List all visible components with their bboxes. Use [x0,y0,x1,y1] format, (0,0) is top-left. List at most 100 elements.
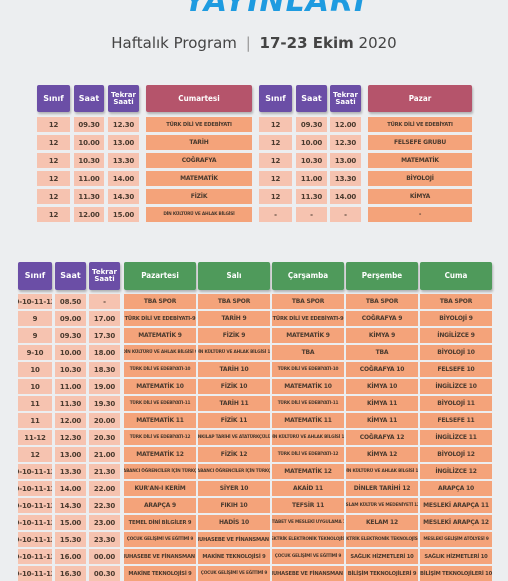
column-header: Sınıf [18,262,52,290]
subject-cell: COĞRAFYA 12 [346,430,418,445]
time-cell: 16.00 [55,549,86,564]
subject-cell: TARİH 11 [198,396,270,411]
time-cell: 12.00 [74,207,104,222]
subject-cell: TBA [346,345,418,360]
subject-cell: ELEKTRİK ELEKTRONİK TEKNOLOJİSİ 10 [346,532,418,547]
time-cell: 13.00 [55,447,86,462]
time-cell: 23.30 [89,532,120,547]
time-cell: - [296,207,327,222]
subject-cell: DİN KÜLTÜRÜ VE AHLAK BİLGİSİ 12 [346,464,418,479]
time-cell: 12 [37,153,70,168]
subject-cell: TBA SPOR [198,294,270,309]
subject-cell: TÜRK DİLİ VE EDEBİYATI-11 [272,396,344,411]
time-cell: 14.30 [108,189,139,204]
subject-cell: DİN KÜLTÜRÜ VE AHLAK BİLGİSİ 11 [272,430,344,445]
subject-cell: SAĞLIK HİZMETLERİ 10 [420,549,492,564]
time-cell: 21.30 [89,464,120,479]
time-cell: 09.30 [296,117,327,132]
subject-cell: FİZİK [146,189,252,204]
subject-cell: TBA SPOR [420,294,492,309]
time-cell: 16.30 [55,566,86,581]
time-cell: 13.00 [330,153,361,168]
subject-cell: TÜRK DİLİ VE EDEBİYATI-11 [124,396,196,411]
subject-cell: KİMYA 11 [346,396,418,411]
column-header: Saat [74,85,104,112]
time-cell: 11.30 [55,396,86,411]
time-cell: 11.00 [55,379,86,394]
time-cell: 08.50 [55,294,86,309]
time-cell: 11.30 [74,189,104,204]
time-cell: 12 [259,171,292,186]
time-cell: 12.30 [55,430,86,445]
time-cell: 10.30 [296,153,327,168]
subject-cell: TBA SPOR [124,294,196,309]
subject-cell: ÇOCUK GELİŞİMİ VE EĞİTİMİ 9 [198,566,270,581]
year: 2020 [358,34,397,52]
time-cell: 12 [37,135,70,150]
time-cell: 12 [37,117,70,132]
subject-cell: MATEMATİK 11 [124,413,196,428]
time-cell: 10.00 [296,135,327,150]
time-cell: 9 [18,311,52,326]
time-cell: 12 [259,189,292,204]
subject-cell: KİMYA [368,189,472,204]
time-cell: 11.00 [74,171,104,186]
column-header: Tekrar Saati [330,85,361,112]
time-cell: 11 [18,396,52,411]
subject-cell: T.C. İNKILAP TARİHİ VE ATATÜRKÇÜLÜK 12 [198,430,270,445]
time-cell: 09.30 [55,328,86,343]
subject-cell: HİTABET VE MESLEKİ UYGULAMA 11 [272,515,344,530]
time-cell: 12 [259,153,292,168]
subject-cell: TÜRK DİLİ VE EDEBİYATI-9 [124,311,196,326]
subject-cell: MATEMATİK [368,153,472,168]
subject-cell: KİMYA 11 [346,413,418,428]
subject-cell: MATEMATİK 10 [272,379,344,394]
time-cell: - [259,207,292,222]
program-label: Haftalık Program [111,34,237,52]
time-cell: 15.30 [55,532,86,547]
subject-cell: DİN KÜLTÜRÜ VE AHLAK BİLGİSİ [146,207,252,222]
subject-cell: YABANCI ÖĞRENCİLER İÇİN TÜRKÇE [124,464,196,479]
subject-cell: MATEMATİK 10 [124,379,196,394]
subject-cell: ARAPÇA 10 [420,481,492,496]
time-cell: 9-10-11-12 [18,566,52,581]
subject-cell: TBA SPOR [272,294,344,309]
time-cell: 11 [18,413,52,428]
column-header: Perşembe [346,262,418,290]
subject-cell: MESLEKİ GELİŞİM ATÖLYESİ 9 [420,532,492,547]
subject-cell: AKAİD 11 [272,481,344,496]
time-cell: 15.00 [55,515,86,530]
subject-cell: FIKIH 10 [198,498,270,513]
subject-cell: DİNLER TARİHİ 12 [346,481,418,496]
time-cell: 10 [18,379,52,394]
time-cell: 12 [37,207,70,222]
subject-cell: KUR'AN-I KERİM [124,481,196,496]
time-cell: 19.00 [89,379,120,394]
subject-cell: MATEMATİK 12 [272,464,344,479]
time-cell: 20.30 [89,430,120,445]
subject-cell: TEFSİR 11 [272,498,344,513]
subject-cell: İSLAM KÜLTÜR VE MEDENİYETİ 12 [346,498,418,513]
column-header: Pazartesi [124,262,196,290]
time-cell: 09.00 [55,311,86,326]
time-cell: 12.00 [330,117,361,132]
time-cell: 9-10 [18,345,52,360]
subject-cell: TARİH [146,135,252,150]
subject-cell: MESLEKİ ARAPÇA 12 [420,515,492,530]
subject-cell: KİMYA 10 [346,379,418,394]
time-cell: 20.00 [89,413,120,428]
subject-cell: İNGİLİZCE 9 [420,328,492,343]
subject-cell: KİMYA 12 [346,447,418,462]
column-header: Salı [198,262,270,290]
subject-cell: KİMYA 9 [346,328,418,343]
subject-cell: ELEKTRİK ELEKTRONİK TEKNOLOJİSİ 9 [272,532,344,547]
subject-cell: TARİH 9 [198,311,270,326]
column-header: Pazar [368,85,472,112]
time-cell: 14.00 [330,189,361,204]
time-cell: 9-10-11-12 [18,294,52,309]
subject-cell: MATEMATİK 12 [124,447,196,462]
date-range: 17-23 Ekim [259,34,354,52]
subject-cell: YABANCI ÖĞRENCİLER İÇİN TÜRKÇE [198,464,270,479]
time-cell: 9-10-11-12 [18,515,52,530]
time-cell: 11-12 [18,430,52,445]
